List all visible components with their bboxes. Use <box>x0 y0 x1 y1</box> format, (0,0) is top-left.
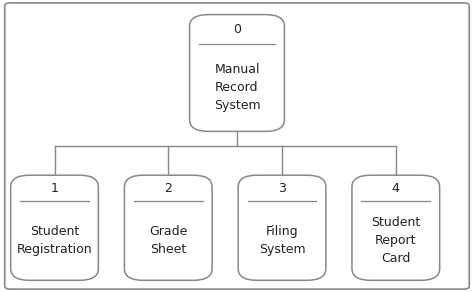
Text: 1: 1 <box>51 182 58 195</box>
Text: Grade
Sheet: Grade Sheet <box>149 225 187 256</box>
FancyBboxPatch shape <box>190 15 284 131</box>
Text: Filing
System: Filing System <box>259 225 305 256</box>
FancyBboxPatch shape <box>11 175 99 280</box>
Text: Manual
Record
System: Manual Record System <box>214 63 260 112</box>
FancyBboxPatch shape <box>238 175 326 280</box>
Text: 0: 0 <box>233 23 241 36</box>
Text: 4: 4 <box>392 182 400 195</box>
Text: Student
Registration: Student Registration <box>17 225 92 256</box>
Text: 3: 3 <box>278 182 286 195</box>
Text: Student
Report
Card: Student Report Card <box>371 216 420 265</box>
FancyBboxPatch shape <box>124 175 212 280</box>
FancyBboxPatch shape <box>352 175 439 280</box>
Text: 2: 2 <box>164 182 172 195</box>
